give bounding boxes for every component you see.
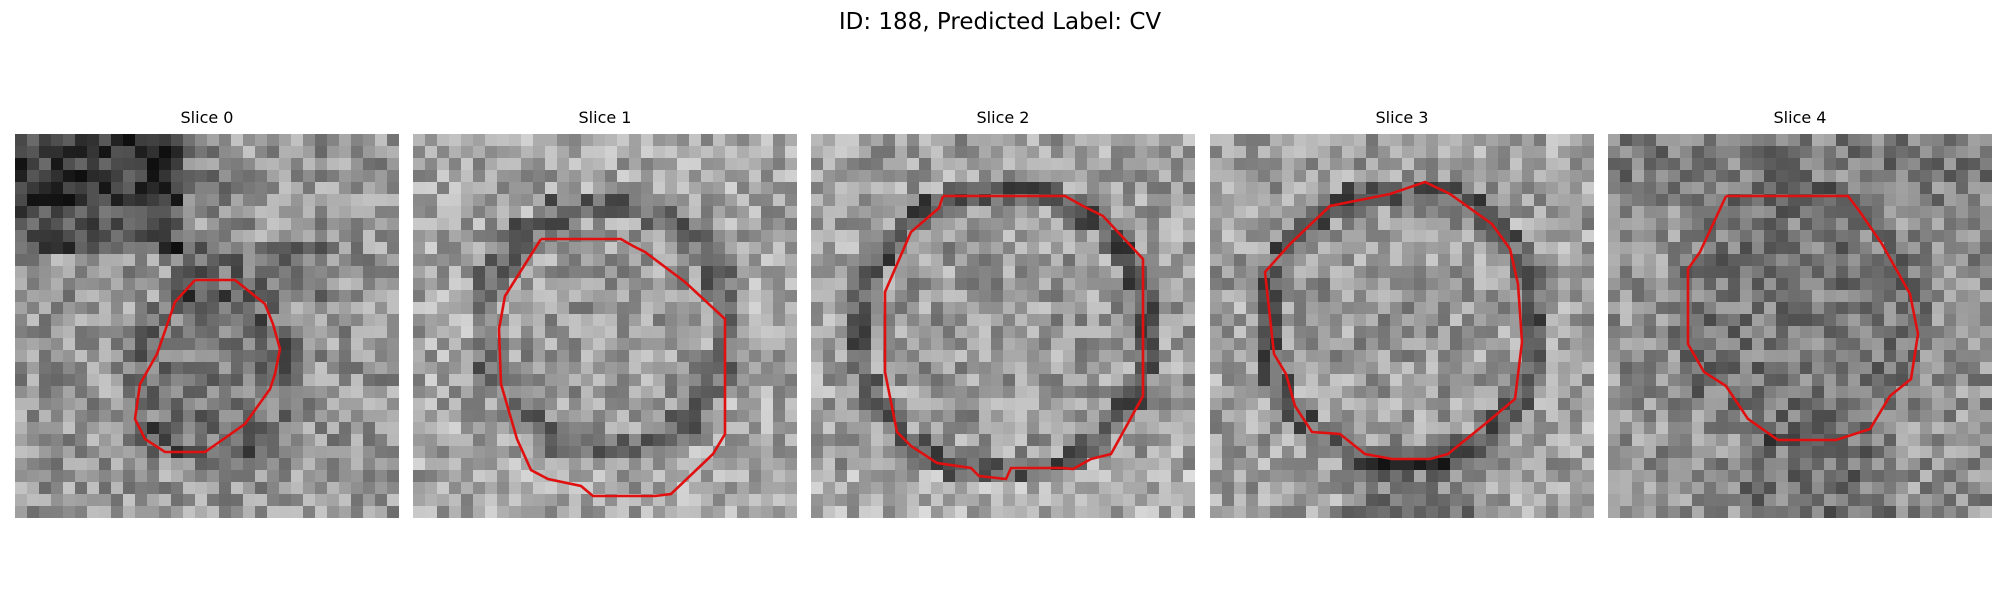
slice-title: Slice 2 bbox=[811, 108, 1195, 128]
slice-panel-2: Slice 2 bbox=[811, 108, 1195, 518]
segmentation-contour bbox=[413, 134, 797, 518]
slice-panel-3: Slice 3 bbox=[1210, 108, 1594, 518]
segmentation-contour bbox=[1210, 134, 1594, 518]
slice-title: Slice 3 bbox=[1210, 108, 1594, 128]
slice-panel-1: Slice 1 bbox=[413, 108, 797, 518]
slice-title: Slice 0 bbox=[15, 108, 399, 128]
segmentation-contour bbox=[1608, 134, 1992, 518]
segmentation-contour bbox=[15, 134, 399, 518]
slice-panel-4: Slice 4 bbox=[1608, 108, 1992, 518]
slice-title: Slice 1 bbox=[413, 108, 797, 128]
slice-panel-0: Slice 0 bbox=[15, 108, 399, 518]
figure-title: ID: 188, Predicted Label: CV bbox=[0, 8, 2000, 36]
segmentation-contour bbox=[811, 134, 1195, 518]
slice-title: Slice 4 bbox=[1608, 108, 1992, 128]
